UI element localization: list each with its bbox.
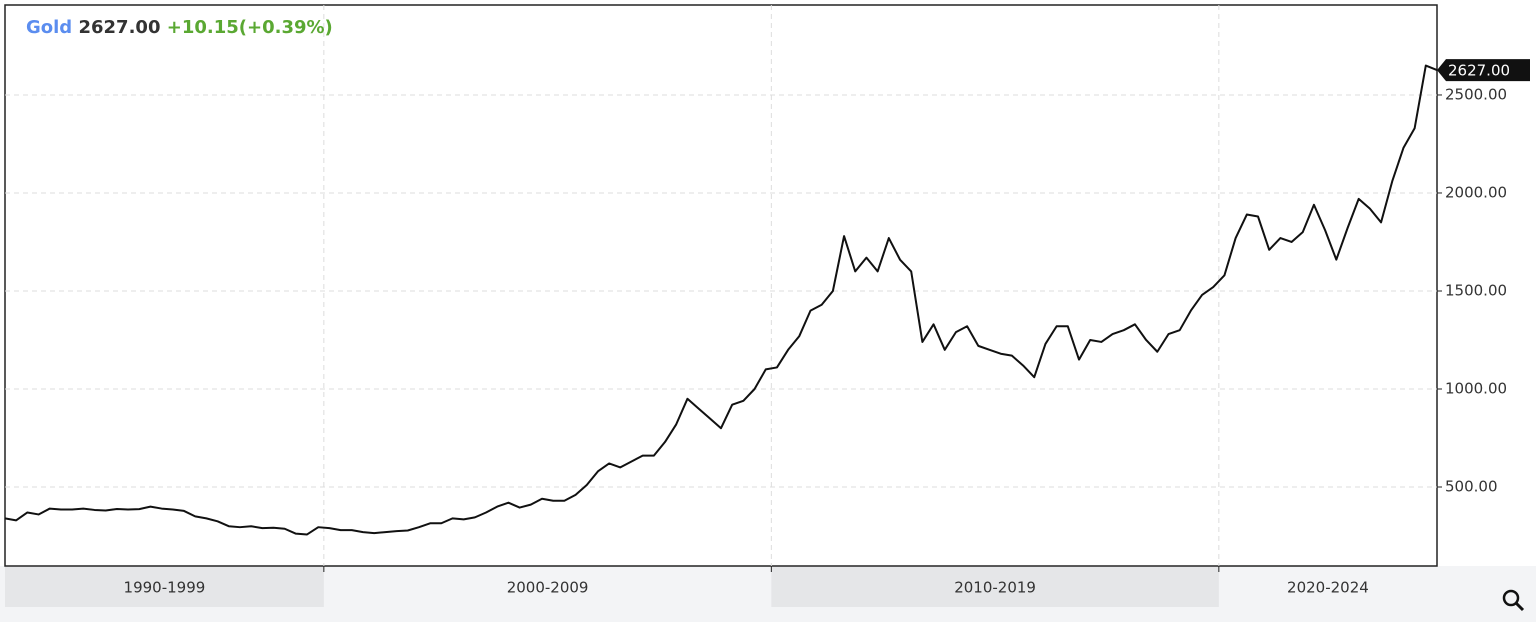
price-tag-label: 2627.00 <box>1448 62 1510 80</box>
price: 2627.00 <box>78 17 160 38</box>
header: Gold 2627.00 +10.15(+0.39%) <box>26 17 333 38</box>
marks <box>4 64 1438 536</box>
y-tick-label: 2000.00 <box>1445 183 1507 201</box>
y-tick-label: 2500.00 <box>1445 85 1507 103</box>
price-tag <box>1437 59 1530 82</box>
y-tick-label: 1000.00 <box>1445 379 1507 397</box>
period-band <box>771 567 1219 607</box>
x-tick-label: 2020-2024 <box>1287 579 1369 597</box>
zoom-button[interactable] <box>1502 589 1525 612</box>
x-tick-label: 2000-2009 <box>507 579 589 597</box>
zoom-icon-handle[interactable] <box>1514 601 1525 612</box>
plot-area <box>4 4 1438 567</box>
change: +10.15(+0.39%) <box>167 17 333 38</box>
y-tick-label: 500.00 <box>1445 478 1498 496</box>
period-band <box>5 567 324 607</box>
zoom-icon[interactable] <box>1502 589 1520 607</box>
x-tick-label: 2010-2019 <box>954 579 1036 597</box>
price-line <box>4 64 1438 536</box>
instrument-name: Gold <box>26 17 72 38</box>
y-tick-label: 1500.00 <box>1445 281 1507 299</box>
grid <box>5 5 1437 607</box>
x-tick-label: 1990-1999 <box>124 579 206 597</box>
